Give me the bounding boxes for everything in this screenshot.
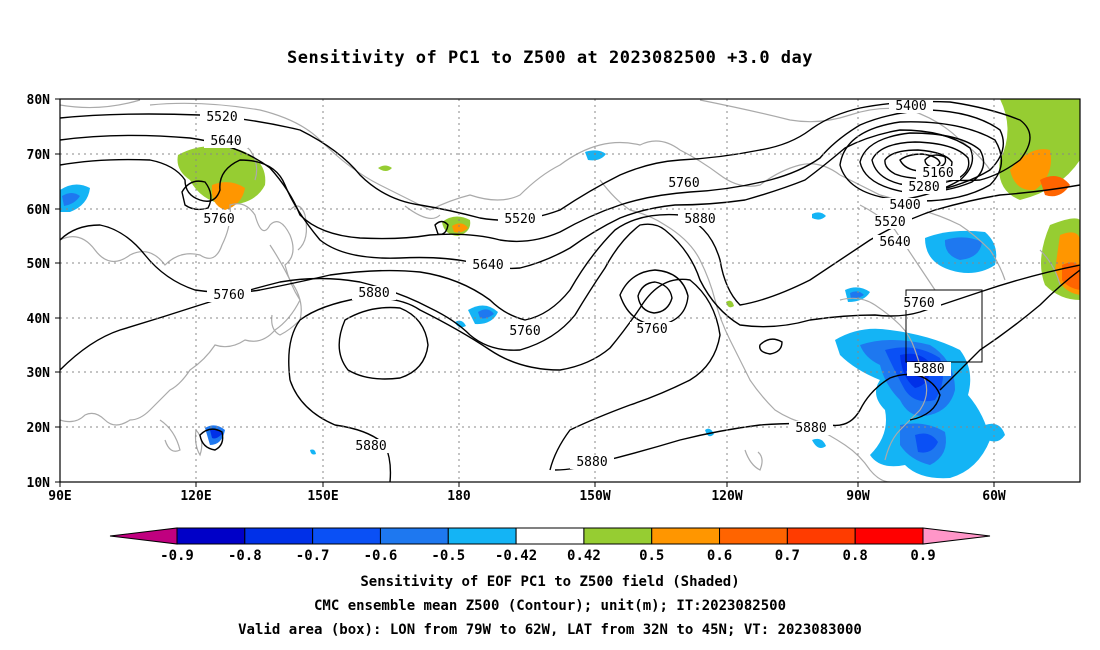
lat-lon-grid xyxy=(60,99,1080,482)
colorbar-segment xyxy=(515,527,585,545)
lat-label: 60N xyxy=(27,203,51,218)
colorbar-tick-label: -0.8 xyxy=(228,548,262,564)
colorbar-tick-label: 0.5 xyxy=(639,548,664,564)
lon-label: 90E xyxy=(48,489,71,504)
contour-label: 5760 xyxy=(509,324,540,339)
contour-label: 5400 xyxy=(889,198,920,213)
caption-line-1: Sensitivity of EOF PC1 to Z500 field (Sh… xyxy=(360,574,740,590)
contour-label: 5520 xyxy=(874,215,905,230)
colorbar-segment xyxy=(312,527,381,545)
colorbar-tick-label: 0.8 xyxy=(843,548,868,564)
lon-label: 120W xyxy=(711,489,742,504)
colorbar-segment xyxy=(583,527,653,545)
contour-label: 5880 xyxy=(358,286,389,301)
contour-label: 5640 xyxy=(210,134,241,149)
lon-label: 60W xyxy=(982,489,1006,504)
lat-label: 10N xyxy=(27,476,51,491)
lat-label: 30N xyxy=(27,366,51,381)
contour-label: 5760 xyxy=(668,176,699,191)
z500-contours xyxy=(60,100,1080,482)
colorbar-max-triangle xyxy=(922,527,991,545)
contour-label: 5640 xyxy=(879,235,910,250)
contour-label: 5520 xyxy=(206,110,237,125)
contour-labels: 5520 5640 5760 5520 5760 5880 5640 5760 … xyxy=(197,99,960,470)
colorbar-tick-label: 0.42 xyxy=(567,548,601,564)
colorbar-tick-label: 0.6 xyxy=(707,548,732,564)
colorbar-tick-label: -0.6 xyxy=(364,548,398,564)
contour-label: 5760 xyxy=(203,212,234,227)
contour-label: 5520 xyxy=(504,212,535,227)
colorbar-tick-label: -0.7 xyxy=(296,548,330,564)
contour-label: 5760 xyxy=(903,296,934,311)
colorbar-min-triangle xyxy=(109,527,178,545)
lon-label: 90W xyxy=(846,489,870,504)
colorbar-tick-label: -0.9 xyxy=(160,548,194,564)
lon-label: 150E xyxy=(307,489,338,504)
contour-label: 5760 xyxy=(213,288,244,303)
colorbar-segment xyxy=(719,527,788,545)
lat-label: 50N xyxy=(27,257,51,272)
map-title: Sensitivity of PC1 to Z500 at 2023082500… xyxy=(286,48,813,68)
lat-label: 20N xyxy=(27,421,51,436)
lon-label: 180 xyxy=(447,489,471,504)
lat-label: 70N xyxy=(27,148,51,163)
lon-label: 120E xyxy=(180,489,211,504)
contour-label: 5880 xyxy=(795,421,826,436)
colorbar-segment xyxy=(176,527,246,545)
contour-label: 5880 xyxy=(684,212,715,227)
colorbar-tick-label: 0.7 xyxy=(775,548,800,564)
colorbar: -0.9 -0.8 -0.7 -0.6 -0.5 -0.42 0.42 0.5 0.6 0.7 0.… xyxy=(109,527,991,564)
colorbar-segment xyxy=(651,527,721,545)
latitude-labels: 80N 70N 60N 50N 40N 30N 20N 10N xyxy=(27,93,51,491)
lon-label: 150W xyxy=(579,489,610,504)
contour-label: 5280 xyxy=(908,180,939,195)
lat-label: 80N xyxy=(27,93,51,108)
longitude-labels: 90E 120E 150E 180 150W 120W 90W 60W xyxy=(48,489,1006,504)
colorbar-tick-label: 0.9 xyxy=(910,548,935,564)
map-frame xyxy=(59,98,1081,483)
caption-line-2: CMC ensemble mean Z500 (Contour); unit(m… xyxy=(313,598,786,614)
colorbar-segment xyxy=(379,527,449,545)
colorbar-segment xyxy=(854,527,924,545)
contour-label: 5160 xyxy=(922,166,953,181)
contour-label: 5760 xyxy=(636,322,667,337)
colorbar-tick-label: -0.42 xyxy=(495,548,537,564)
contour-label: 5880 xyxy=(913,362,944,377)
colorbar-segment xyxy=(786,527,856,545)
colorbar-tick-label: -0.5 xyxy=(431,548,465,564)
caption-line-3: Valid area (box): LON from 79W to 62W, L… xyxy=(238,622,862,638)
high-center-pacific xyxy=(338,306,429,380)
contour-label: 5640 xyxy=(472,258,503,273)
contour-label: 5880 xyxy=(355,439,386,454)
contour-label: 5400 xyxy=(895,99,926,114)
high-center-east-pacific xyxy=(619,269,689,326)
lat-label: 40N xyxy=(27,312,51,327)
colorbar-segment xyxy=(244,527,314,545)
colorbar-segment xyxy=(447,527,517,545)
contour-label: 5880 xyxy=(576,455,607,470)
